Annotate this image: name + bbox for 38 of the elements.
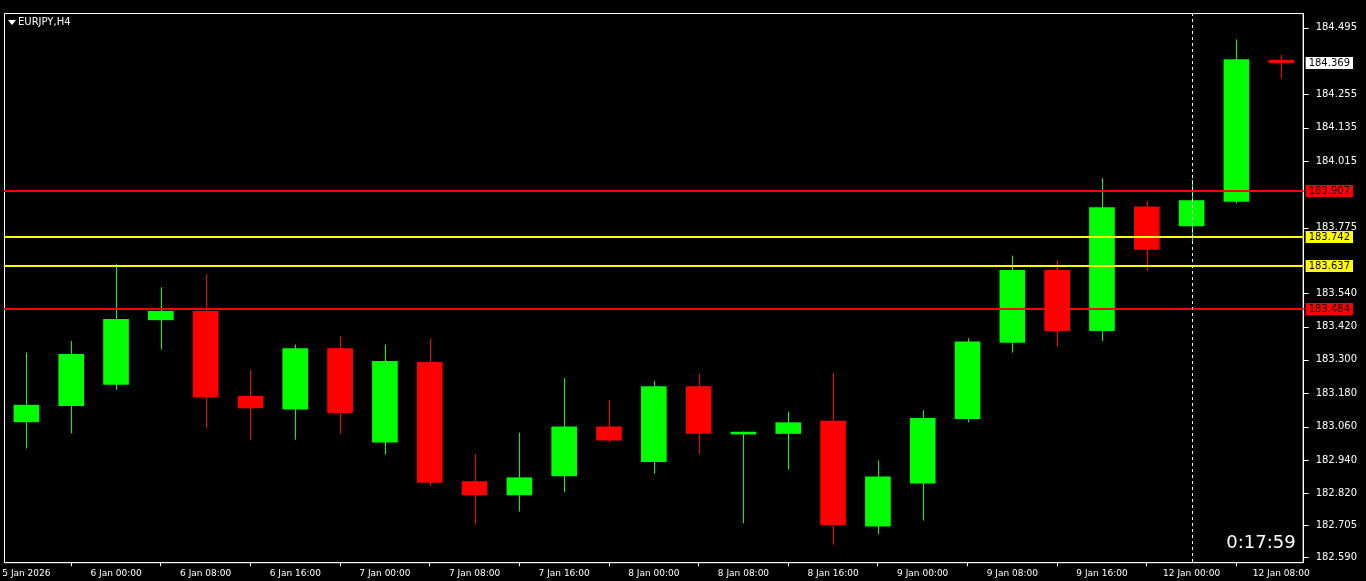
x-tick-label: 7 Jan 00:00 (359, 567, 411, 578)
x-tick-label: 12 Jan 00:00 (1163, 567, 1221, 578)
y-tick-label: 183.180 (1315, 386, 1358, 398)
x-tick-label: 9 Jan 16:00 (1076, 567, 1128, 578)
y-tick-label: 184.135 (1315, 121, 1358, 133)
y-tick-label: 184.495 (1315, 21, 1358, 33)
y-tick-label: 182.820 (1315, 486, 1358, 498)
y-tick-label: 182.590 (1315, 550, 1358, 562)
x-tick-label: 6 Jan 16:00 (269, 567, 322, 578)
chart-title: EURJPY,H4 (18, 15, 71, 27)
x-tick-label: 8 Jan 00:00 (628, 567, 680, 578)
ref-line-label: 183.637 (1308, 259, 1351, 271)
x-tick-label: 9 Jan 00:00 (897, 567, 949, 578)
x-tick-label: 8 Jan 16:00 (807, 567, 859, 578)
x-tick-label: 8 Jan 08:00 (717, 567, 770, 578)
text: 184.369 (1308, 56, 1351, 68)
y-tick-label: 182.705 (1315, 518, 1358, 530)
ref-line-label: 183.484 (1308, 302, 1351, 314)
x-tick-label: 5 Jan 2026 (2, 567, 51, 578)
y-tick-label: 183.300 (1315, 353, 1358, 365)
candlestick (775, 411, 802, 471)
y-tick-label: 182.940 (1315, 453, 1358, 465)
x-tick-label: 9 Jan 08:00 (986, 567, 1039, 578)
candlestick (148, 286, 174, 350)
y-tick-label: 183.540 (1315, 286, 1358, 298)
x-tick-label: 6 Jan 00:00 (90, 567, 142, 578)
ref-line-label: 183.742 (1308, 230, 1351, 242)
y-tick-label: 183.060 (1315, 420, 1358, 432)
annotation: 0:17:59 (1226, 530, 1296, 552)
x-tick-label: 12 Jan 08:00 (1252, 567, 1311, 578)
y-tick-label: 184.255 (1315, 88, 1358, 100)
ref-line-label: 183.907 (1308, 184, 1351, 196)
y-tick-label: 183.775 (1315, 221, 1358, 233)
x-tick-label: 6 Jan 08:00 (180, 567, 232, 578)
y-tick-label: 184.015 (1315, 154, 1358, 166)
x-tick-label: 7 Jan 16:00 (538, 567, 591, 578)
y-tick-label: 183.420 (1315, 320, 1358, 332)
x-tick-label: 7 Jan 08:00 (448, 567, 501, 578)
